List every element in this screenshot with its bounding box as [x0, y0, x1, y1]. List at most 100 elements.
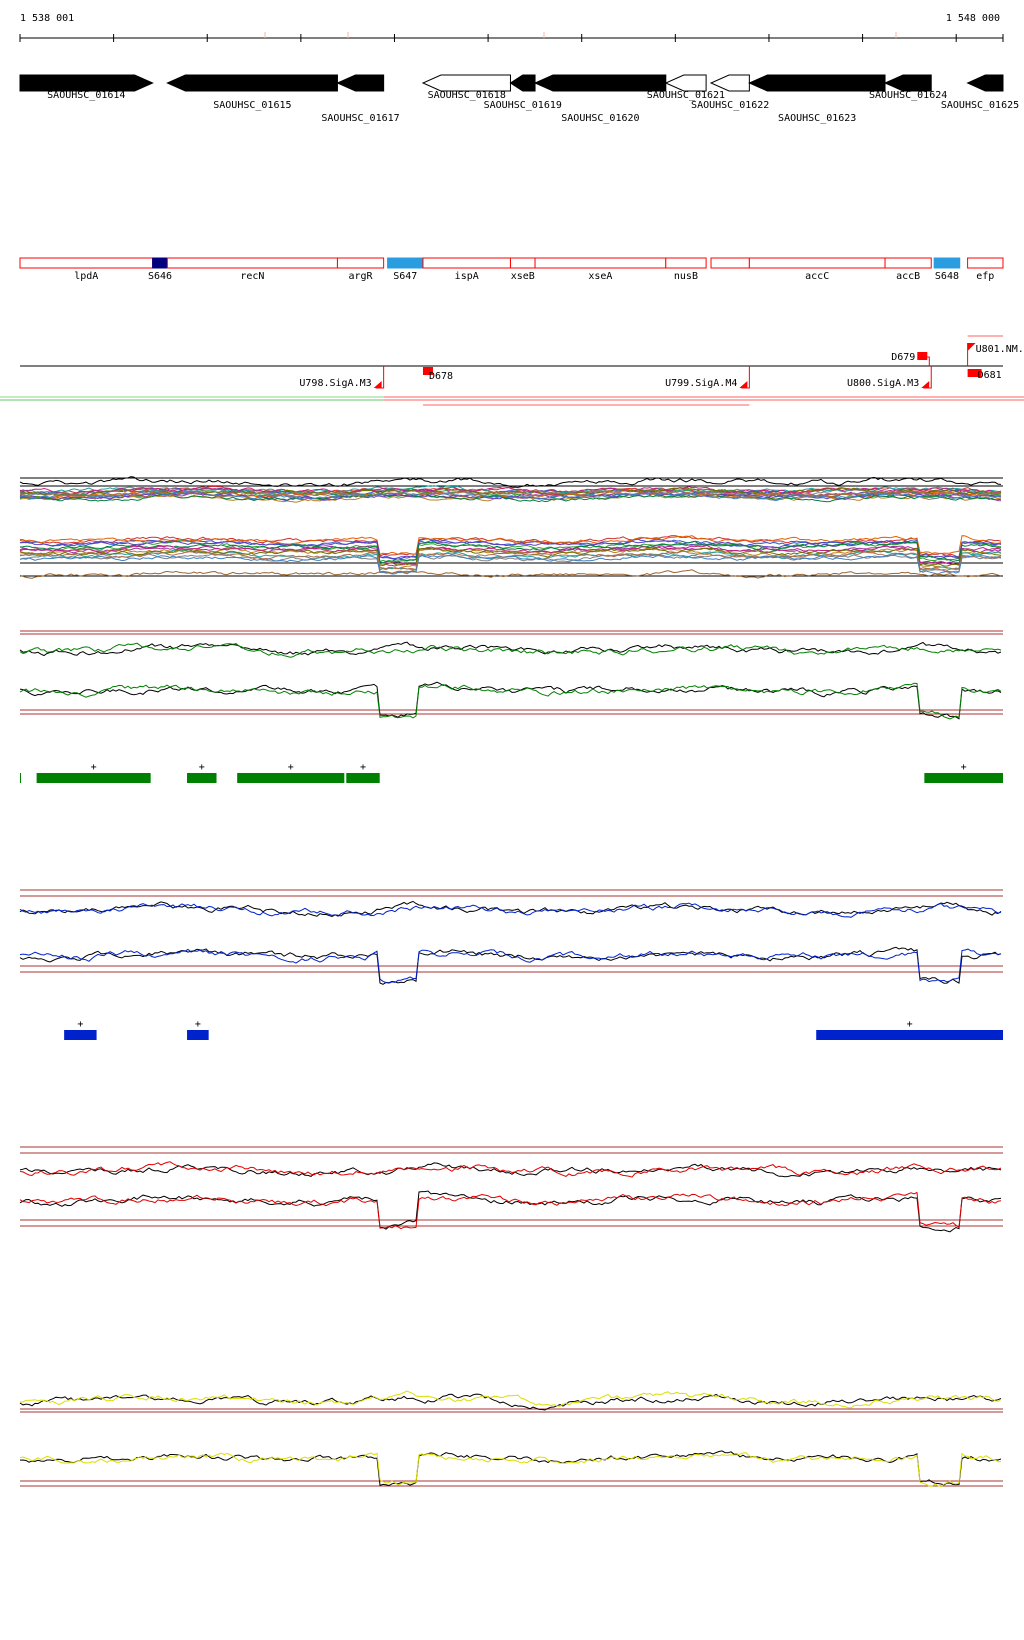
expression-profile: [19, 535, 1002, 558]
annotation-bar: [387, 257, 424, 269]
expression-profile: [19, 553, 1002, 575]
expression-profile: [19, 553, 1002, 574]
gene-arrow: [421, 74, 511, 92]
gene-label: SAOUHSC_01624: [869, 90, 947, 101]
gene-label: SAOUHSC_01617: [321, 113, 399, 124]
annotation-bar: [710, 257, 750, 269]
sense-profile: [19, 1161, 1002, 1178]
gene-arrow: [509, 74, 536, 92]
gene-arrow: [709, 74, 750, 92]
expression-profile: [19, 490, 1002, 502]
gene-label: SAOUHSC_01614: [47, 90, 125, 101]
gene-arrow: [166, 74, 338, 92]
segment-label: +: [288, 762, 294, 773]
terminator-stem: [927, 356, 930, 366]
segment-bar: [36, 773, 151, 783]
expression-profile: [19, 547, 1002, 567]
annotation-bar: [422, 257, 511, 269]
gene-arrow: [883, 74, 932, 92]
segment-bar: [237, 773, 345, 783]
annotation-bar: [884, 257, 932, 269]
gene-label: SAOUHSC_01618: [428, 90, 506, 101]
promoter-label: U798.SigA.M3: [299, 378, 371, 389]
regulatory-track: U798.SigA.M3 D678 U799.SigA.M4 U800.SigA.M3…: [0, 335, 1024, 406]
segment-bar: [924, 773, 1003, 783]
expression-profile: [19, 476, 1002, 488]
segment-bar: [64, 1030, 97, 1040]
antisense-profile: [19, 948, 1002, 984]
sense-profile-black: [19, 641, 1002, 657]
expression-profiles-track: [19, 476, 1003, 579]
annotation-bar: [534, 257, 667, 269]
red-condition-track: [19, 1146, 1003, 1233]
expression-profile: [19, 547, 1002, 571]
gene-label: SAOUHSC_01623: [778, 113, 856, 124]
segment-label: +: [961, 762, 967, 773]
sense-profile: [19, 642, 1002, 658]
segment-label: +: [77, 1019, 83, 1030]
segment-bar: [187, 1030, 209, 1040]
antisense-profile-black: [19, 1190, 1002, 1233]
annotation-label: lpdA: [74, 271, 98, 282]
terminator-box: [917, 352, 928, 360]
annotation-bar: [748, 257, 886, 269]
segment-bar: [816, 1030, 1003, 1040]
gene-arrow: [664, 74, 707, 92]
gene-arrow: [533, 74, 667, 92]
annotation-bar: [336, 257, 385, 269]
annotation-label: accC: [805, 271, 829, 282]
expression-profile: [19, 544, 1002, 567]
annotation-label: ispA: [455, 271, 479, 282]
antisense-profile-black: [19, 681, 1002, 720]
annotation-bar: [509, 257, 536, 269]
annotation-label: efp: [976, 271, 994, 282]
coordinate-end: 1 548 000: [945, 13, 1000, 24]
promoter-head: [967, 343, 976, 351]
sense-profile-black: [19, 900, 1002, 918]
annotation-label: S647: [393, 271, 417, 282]
gene-arrow: [19, 74, 154, 92]
terminator-box: [422, 367, 433, 375]
expression-profile: [19, 491, 1002, 502]
coordinate-start: 1 538 001: [20, 13, 75, 24]
expression-profile: [19, 535, 1002, 556]
gene-label: SAOUHSC_01615: [213, 100, 291, 111]
segment-bar: [187, 773, 217, 783]
sense-profile: [19, 902, 1002, 918]
annotation-track: lpdA S646 recN argR S647 ispA xseB xseA nusB accC…: [19, 257, 1004, 282]
gene-label: SAOUHSC_01622: [691, 100, 769, 111]
segment-label: +: [199, 762, 205, 773]
gene-label: SAOUHSC_01625: [941, 100, 1019, 111]
gene-label: SAOUHSC_01620: [561, 113, 639, 124]
antisense-profile: [19, 682, 1002, 720]
sense-profile-black: [19, 1162, 1002, 1178]
gene-arrow: [748, 74, 886, 92]
gene-arrow: [966, 74, 1004, 92]
blue-segments-track: + + +: [64, 1019, 1003, 1040]
expression-profile: [19, 569, 1002, 579]
promoter-head: [739, 381, 748, 388]
annotation-bar: [933, 257, 961, 269]
terminator-box: [967, 369, 982, 377]
yellow-condition-track: [19, 1390, 1003, 1488]
annotation-bar: [19, 257, 154, 269]
segment-bar: [346, 773, 380, 783]
gene-label: SAOUHSC_01621: [647, 90, 725, 101]
green-segments-track: + + + + +: [20, 762, 1003, 783]
annotation-bar: [166, 257, 338, 269]
antisense-profile: [19, 1191, 1002, 1230]
promoter-head: [921, 381, 930, 388]
annotation-label: accB: [896, 271, 920, 282]
gene-arrow: [336, 74, 385, 92]
segment-label: +: [91, 762, 97, 773]
gene-track: SAOUHSC_01614 SAOUHSC_01615 SAOUHSC_01617 S…: [19, 74, 1019, 124]
expression-profile: [19, 539, 1002, 560]
annotation-bar: [967, 257, 1004, 269]
annotation-label: xseB: [511, 271, 535, 282]
terminator-label: D681: [978, 370, 1002, 381]
coordinate-ruler: [19, 32, 1004, 42]
segment-label: +: [195, 1019, 201, 1030]
expression-profile: [19, 550, 1002, 571]
annotation-label: xseA: [588, 271, 612, 282]
